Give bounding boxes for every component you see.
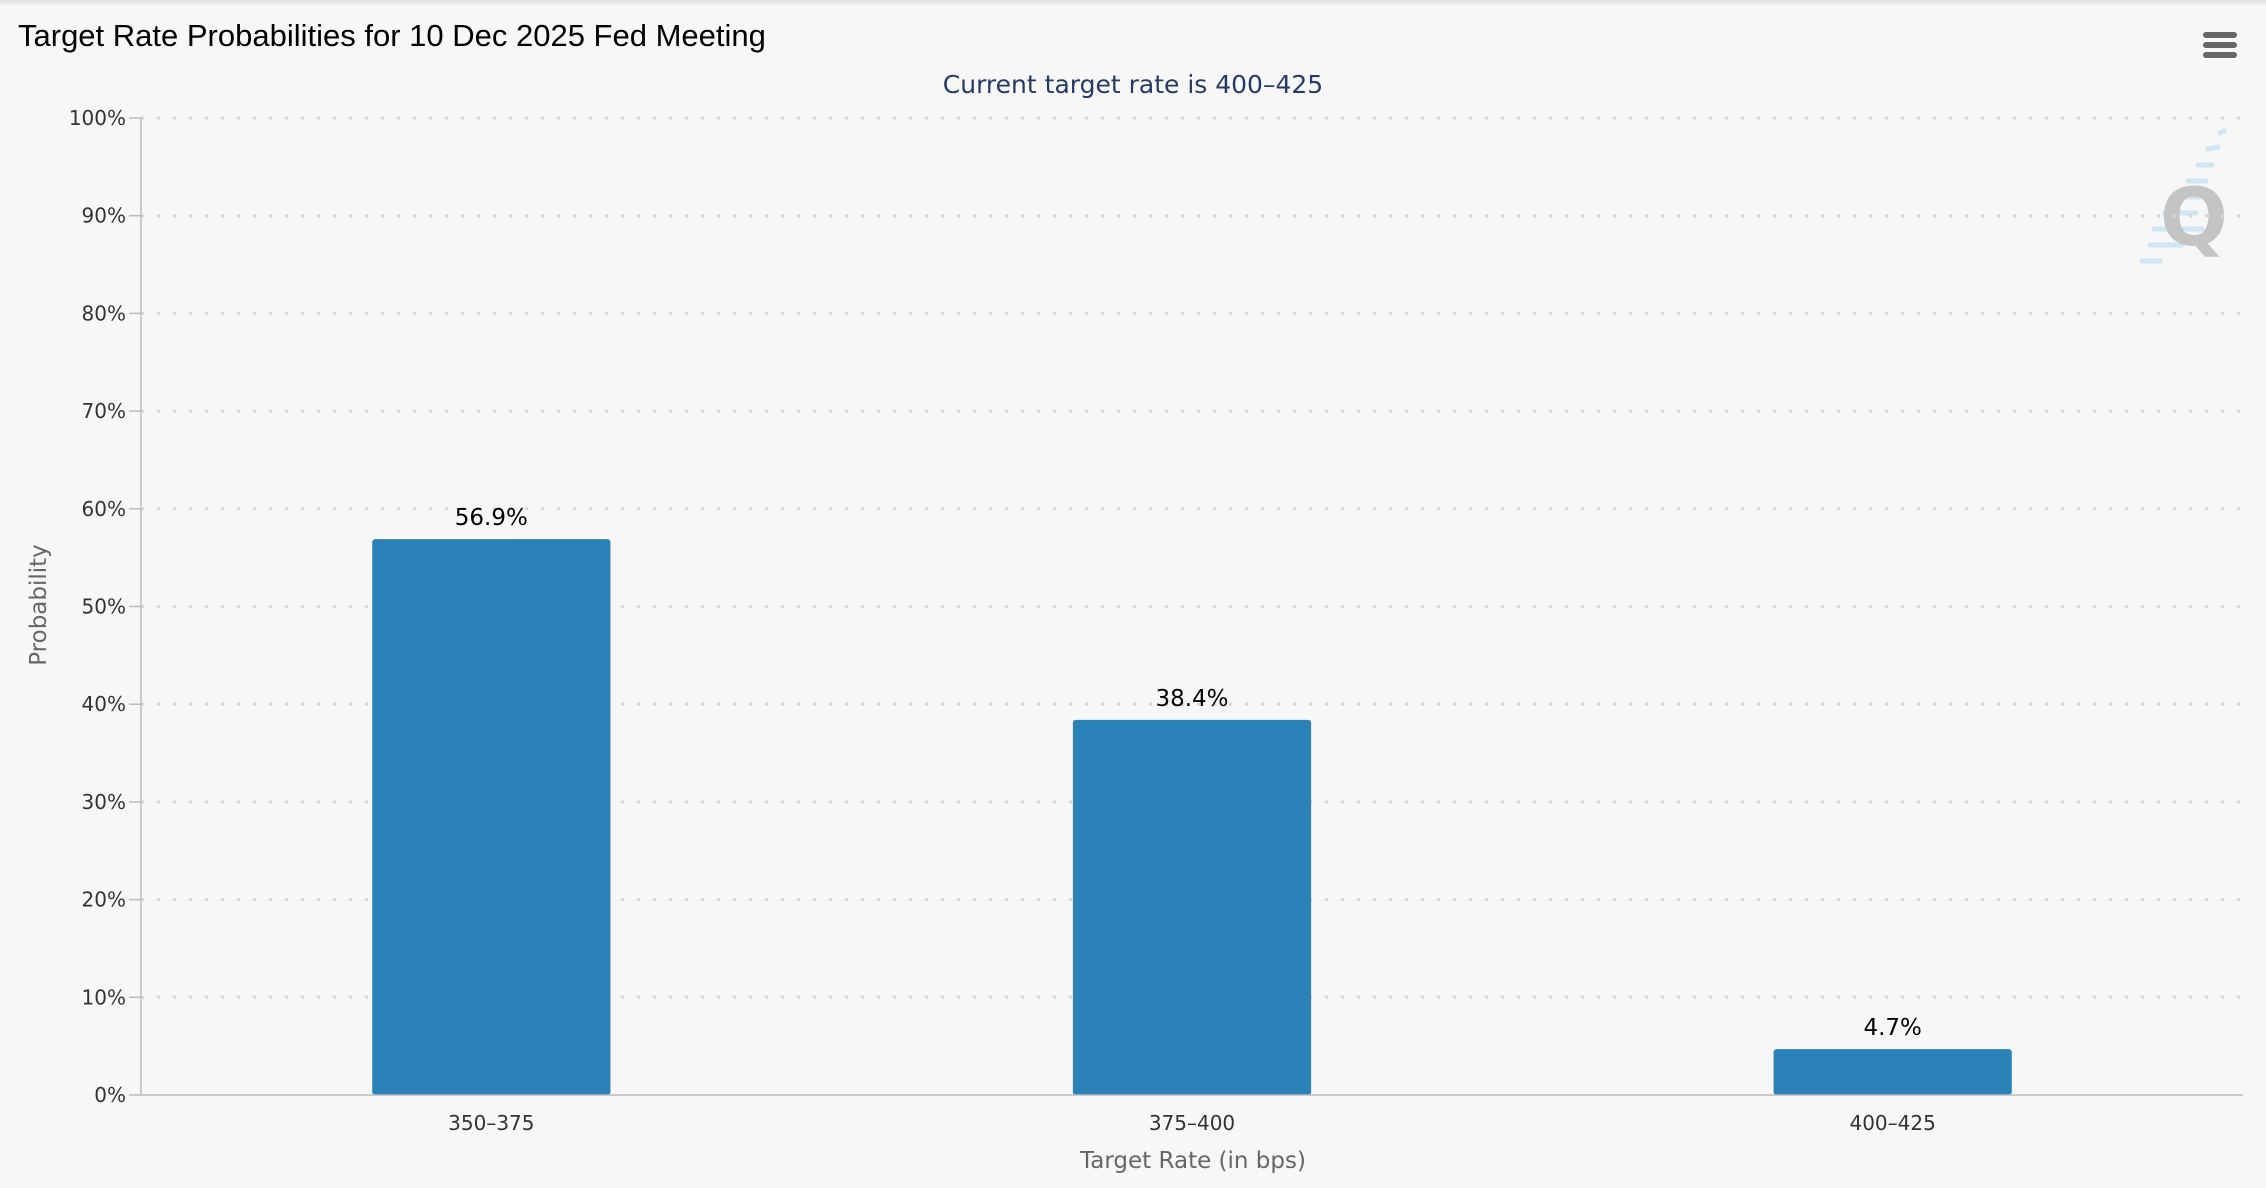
data-label: 56.9%	[455, 505, 528, 531]
y-tick-label: 70%	[82, 399, 126, 423]
top-edge	[0, 0, 2266, 6]
y-tick-label: 20%	[82, 888, 126, 912]
y-tick-label: 80%	[82, 301, 126, 325]
y-tick-label: 40%	[82, 692, 126, 716]
x-axis-title: Target Rate (in bps)	[1079, 1148, 1306, 1174]
bar	[1773, 1049, 2012, 1095]
y-tick-label: 60%	[82, 497, 126, 521]
y-tick-label: 100%	[69, 106, 126, 130]
hamburger-menu-icon[interactable]	[2203, 32, 2237, 58]
y-tick-label: 10%	[82, 985, 126, 1009]
chart-subtitle: Current target rate is 400–425	[942, 70, 1324, 99]
y-tick-label: 0%	[94, 1083, 126, 1107]
bar	[1072, 719, 1312, 1095]
x-tick-label: 400–425	[1849, 1111, 1935, 1135]
y-tick-label: 90%	[82, 204, 126, 228]
y-tick-label: 50%	[82, 595, 126, 619]
data-label: 38.4%	[1155, 686, 1228, 712]
x-tick-label: 375–400	[1149, 1111, 1235, 1135]
data-label: 4.7%	[1863, 1015, 1921, 1041]
logo-letter: Q	[2160, 171, 2228, 264]
y-axis-title: Probability	[26, 544, 52, 666]
logo-watermark-icon: Q	[2139, 128, 2228, 264]
x-tick-label: 350–375	[448, 1111, 534, 1135]
chart-title: Target Rate Probabilities for 10 Dec 202…	[18, 18, 766, 53]
bar	[372, 539, 611, 1095]
y-tick-label: 30%	[82, 790, 126, 814]
